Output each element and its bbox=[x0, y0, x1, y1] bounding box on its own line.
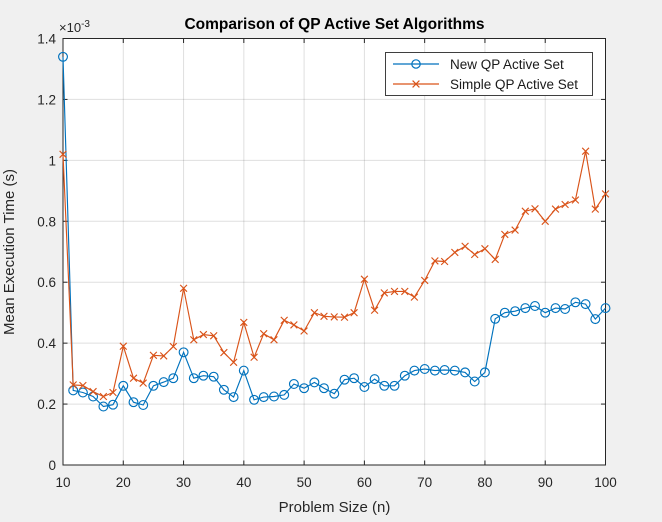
axes-box bbox=[62, 38, 606, 466]
x-tick-label: 90 bbox=[538, 475, 553, 490]
x-tick-label: 50 bbox=[297, 475, 312, 490]
y-tick-label: 1 bbox=[48, 153, 56, 168]
legend-label-new-qp: New QP Active Set bbox=[450, 56, 564, 72]
y-tick-label: 1.4 bbox=[37, 32, 56, 47]
x-tick-labels: 10 20 30 40 50 60 70 80 90 100 bbox=[55, 475, 616, 490]
x-tick-label: 30 bbox=[176, 475, 191, 490]
y-tick-label: 0.2 bbox=[37, 397, 56, 412]
legend[interactable]: New QP Active Set Simple QP Active Set bbox=[385, 52, 593, 96]
y-tick-label: 0.8 bbox=[37, 214, 56, 229]
x-tick-label: 10 bbox=[55, 475, 70, 490]
chart-title: Comparison of QP Active Set Algorithms bbox=[184, 16, 484, 33]
legend-label-simple-qp: Simple QP Active Set bbox=[450, 76, 579, 92]
x-tick-label: 80 bbox=[477, 475, 492, 490]
legend-line-circle-sample bbox=[393, 59, 439, 69]
new-qp-active-set-line bbox=[62, 56, 606, 408]
series-new-qp-active-set bbox=[58, 51, 611, 412]
y-tick-label: 0.6 bbox=[37, 275, 56, 290]
plot-area: 10 20 30 40 50 60 70 80 90 100 0 0.2 0.4 0.6 0.8 1 1.2 1.… bbox=[37, 32, 617, 491]
legend-line-x-sample bbox=[393, 80, 439, 88]
x-tick-label: 40 bbox=[236, 475, 251, 490]
x-tick-label: 100 bbox=[594, 475, 617, 490]
simple-qp-active-set-markers bbox=[59, 147, 610, 401]
x-tick-label: 70 bbox=[417, 475, 432, 490]
y-tick-label: 0.4 bbox=[37, 336, 56, 351]
new-qp-active-set-markers bbox=[58, 51, 611, 412]
y-axis-label: Mean Execution Time (s) bbox=[1, 169, 18, 335]
y-tick-label: 1.2 bbox=[37, 92, 56, 107]
legend-entry-simple-qp: Simple QP Active Set bbox=[391, 74, 586, 94]
grid-lines bbox=[63, 38, 606, 465]
x-tick-label: 20 bbox=[116, 475, 131, 490]
legend-entry-new-qp: New QP Active Set bbox=[391, 54, 586, 74]
series-simple-qp-active-set bbox=[59, 147, 610, 401]
x-axis-label: Problem Size (n) bbox=[279, 499, 391, 516]
y-axis-multiplier: ×10-3 bbox=[59, 19, 90, 35]
x-tick-label: 60 bbox=[357, 475, 372, 490]
y-tick-labels: 0 0.2 0.4 0.6 0.8 1 1.2 1.4 bbox=[37, 32, 56, 474]
y-tick-label: 0 bbox=[48, 458, 56, 473]
